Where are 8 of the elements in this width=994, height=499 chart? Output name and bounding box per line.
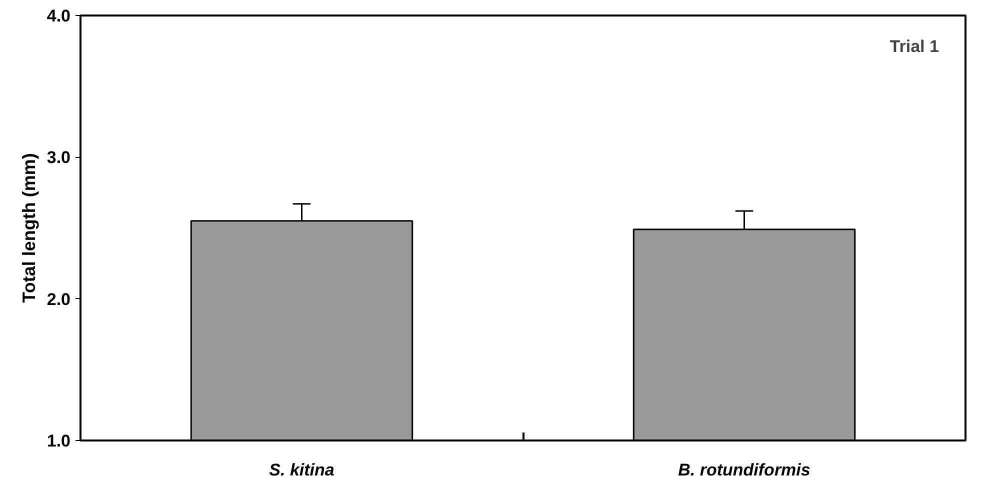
y-tick-label: 2.0 xyxy=(46,290,71,309)
annotation: Trial 1 xyxy=(890,36,939,56)
x-tick-label: S. kitina xyxy=(269,460,334,480)
y-axis-title: Total length (mm) xyxy=(18,153,39,303)
x-tick-label: B. rotundiformis xyxy=(678,460,810,480)
y-tick-label: 4.0 xyxy=(46,6,71,26)
y-tick-label: 1.0 xyxy=(46,432,71,450)
y-tick-label: 3.0 xyxy=(46,148,71,168)
